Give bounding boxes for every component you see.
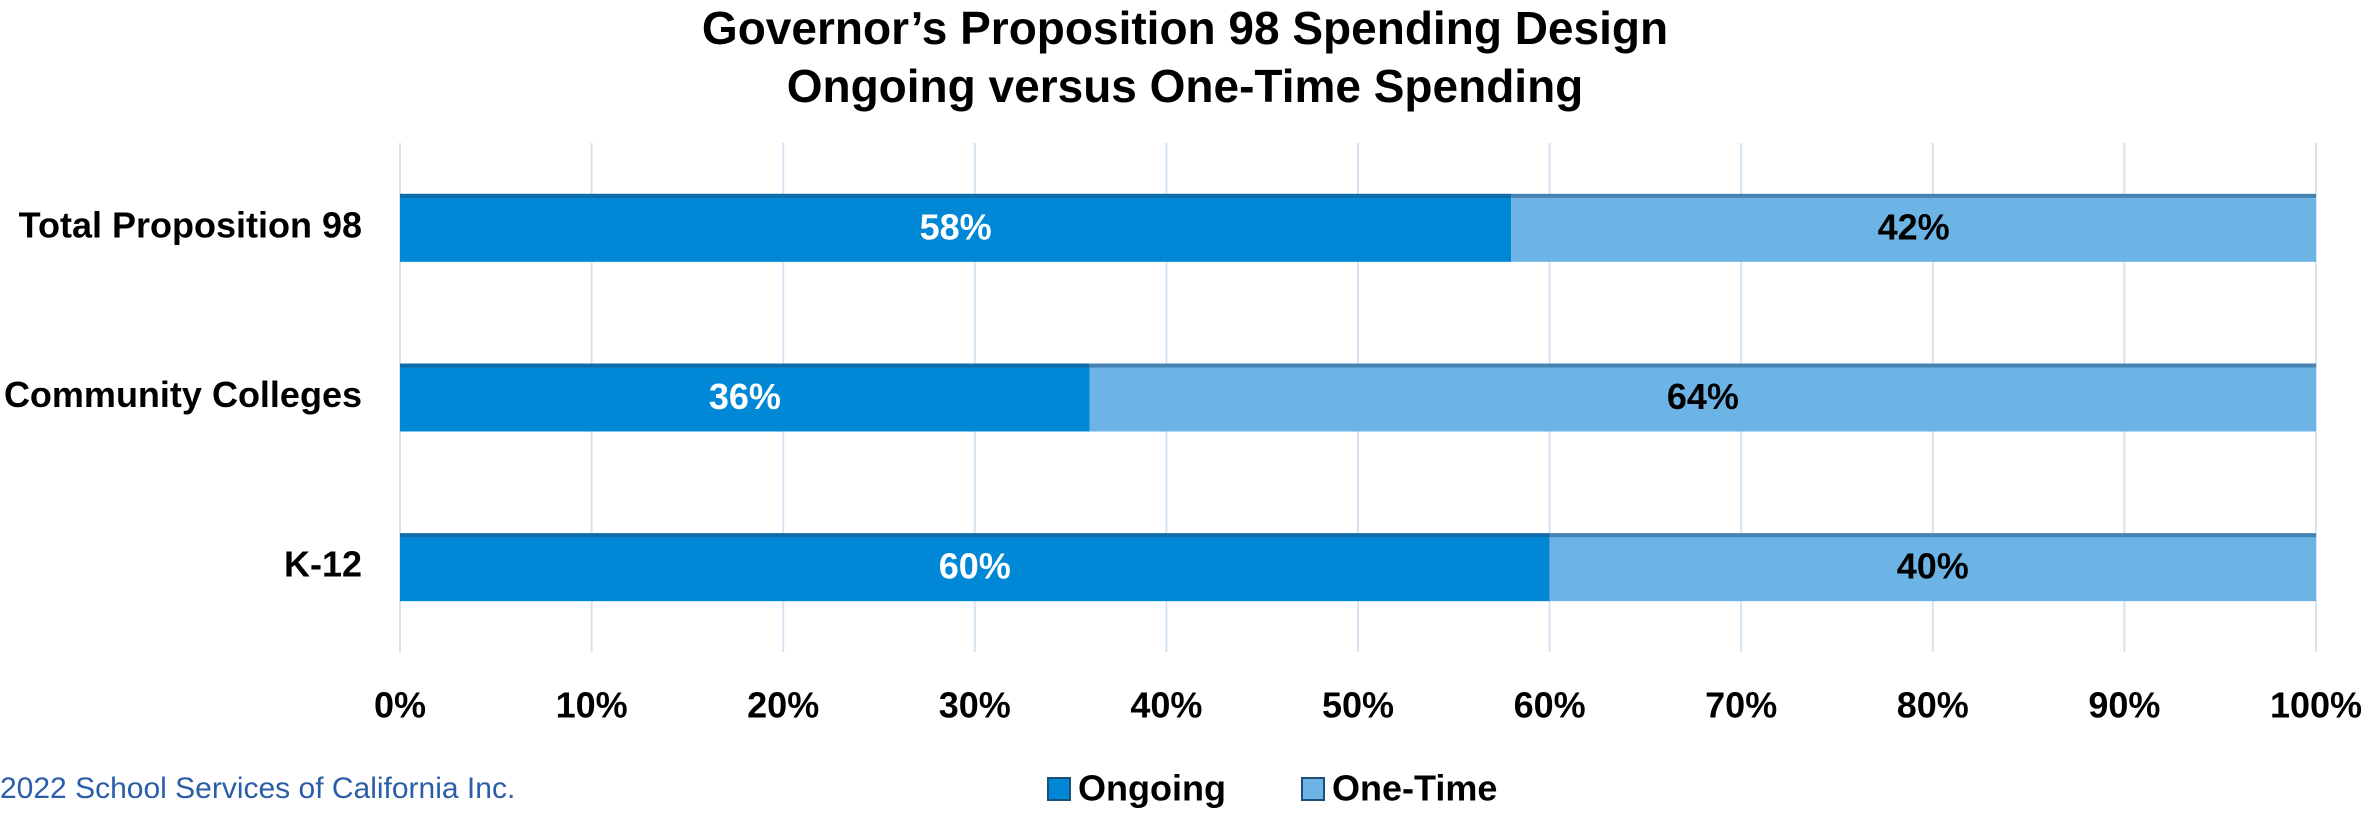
bar-shade xyxy=(1089,363,2316,368)
value-label: 40% xyxy=(1897,546,1969,587)
value-label: 58% xyxy=(920,206,992,247)
legend-swatch xyxy=(1301,777,1325,801)
x-tick-label: 60% xyxy=(1514,685,1586,726)
value-label: 42% xyxy=(1878,206,1950,247)
x-tick-label: 30% xyxy=(939,685,1011,726)
bar-shade xyxy=(1549,533,2316,538)
bar-segment xyxy=(400,363,1090,432)
x-tick-label: 0% xyxy=(374,685,426,726)
x-tick-label: 100% xyxy=(2270,685,2362,726)
footnote: 2022 School Services of California Inc. xyxy=(0,772,515,805)
y-tick-label: Total Proposition 98 xyxy=(19,204,362,245)
bar-segment xyxy=(400,533,1550,602)
bar-shade xyxy=(400,193,1512,198)
x-tick-label: 50% xyxy=(1322,685,1394,726)
chart-title: Governor’s Proposition 98 Spending Desig… xyxy=(702,2,1668,54)
x-tick-label: 90% xyxy=(2088,685,2160,726)
y-tick-label: K-12 xyxy=(284,544,362,585)
y-tick-label: Community Colleges xyxy=(4,374,362,415)
x-tick-label: 20% xyxy=(747,685,819,726)
x-tick-label: 70% xyxy=(1705,685,1777,726)
bar-shade xyxy=(400,533,1550,538)
bar-segment xyxy=(400,193,1512,262)
legend-label: Ongoing xyxy=(1078,768,1226,809)
bar-shade xyxy=(400,363,1090,368)
x-tick-label: 40% xyxy=(1130,685,1202,726)
value-label: 36% xyxy=(709,376,781,417)
bar-shade xyxy=(1511,193,2316,198)
chart-subtitle: Ongoing versus One-Time Spending xyxy=(787,60,1584,112)
legend-label: One-Time xyxy=(1332,768,1497,809)
legend-swatch xyxy=(1047,777,1071,801)
value-label: 64% xyxy=(1667,376,1739,417)
bar-segment xyxy=(1549,533,2316,602)
value-label: 60% xyxy=(939,546,1011,587)
x-tick-label: 80% xyxy=(1897,685,1969,726)
bar-segment xyxy=(1511,193,2316,262)
bar-segment xyxy=(1089,363,2316,432)
x-tick-label: 10% xyxy=(556,685,628,726)
